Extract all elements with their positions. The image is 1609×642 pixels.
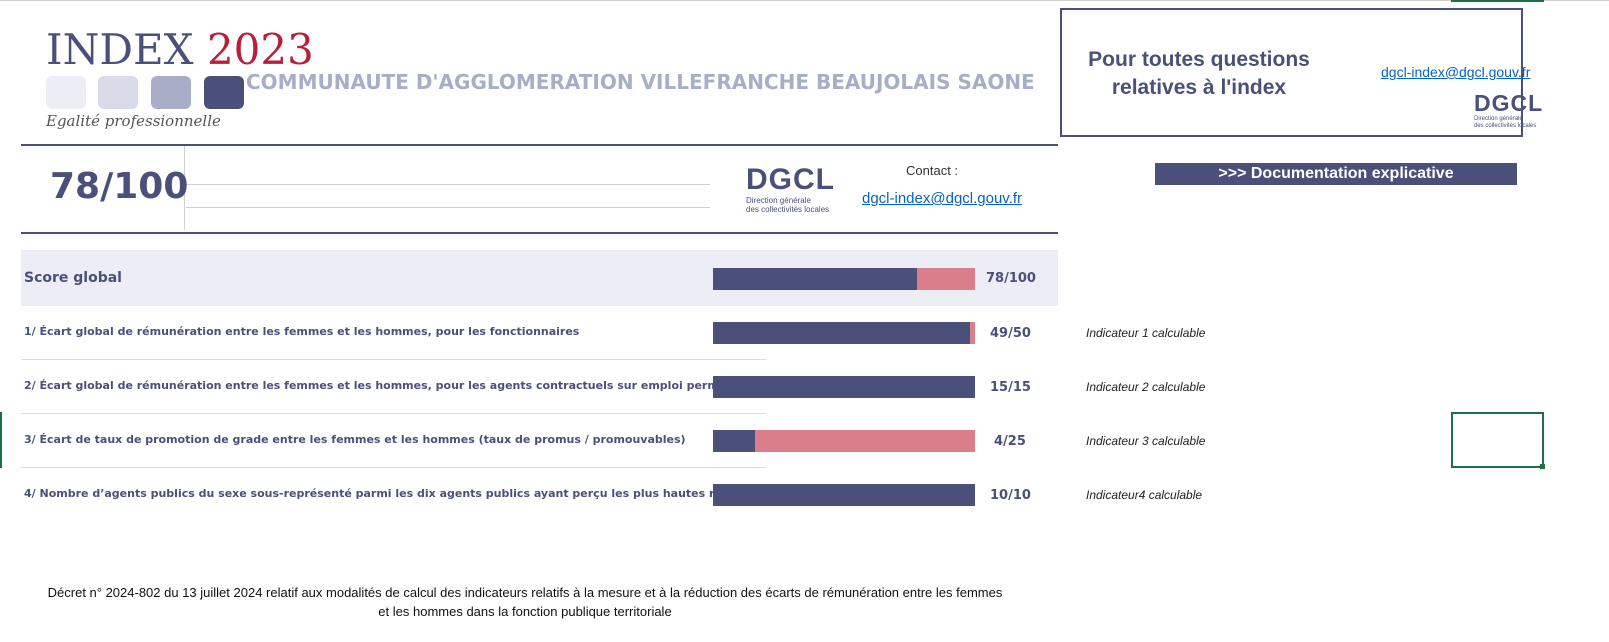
selected-cell[interactable] bbox=[1451, 412, 1545, 469]
indicator-2-label: 2/ Écart global de rémunération entre le… bbox=[24, 379, 755, 392]
score-global-bar bbox=[713, 268, 975, 290]
indicator-2-bar bbox=[713, 376, 975, 398]
info-dgcl-logo: DGCL Direction générale des collectivité… bbox=[1474, 91, 1543, 130]
index-logo: INDEX 2023 bbox=[46, 22, 314, 78]
fill-handle[interactable] bbox=[1540, 464, 1545, 469]
indicator-3-bar-remainder bbox=[754, 430, 975, 452]
info-dgcl-sub-2: des collectivités locales bbox=[1474, 123, 1537, 129]
sheet-edge-mark-left bbox=[0, 412, 2, 468]
dgcl-logo-sub-2: des collectivités locales bbox=[746, 205, 830, 214]
indicator-1-bar bbox=[713, 322, 975, 344]
header-divider bbox=[184, 146, 185, 230]
info-email-link[interactable]: dgcl-index@dgcl.gouv.fr bbox=[1381, 64, 1531, 80]
logo-subtitle: Egalité professionnelle bbox=[46, 112, 221, 130]
indicator-3-bar bbox=[713, 430, 975, 452]
header-rule-2 bbox=[186, 207, 710, 208]
decret-line-2: et les hommes dans la fonction publique … bbox=[378, 604, 672, 619]
header-rule-1 bbox=[186, 184, 710, 185]
info-dgcl-mark: DGCL bbox=[1474, 90, 1544, 116]
sheet-top-border bbox=[0, 0, 1609, 1]
indicator-4-note: Indicateur4 calculable bbox=[1086, 488, 1203, 502]
dgcl-logo-sub-1: Direction générale bbox=[746, 196, 811, 205]
contact-label: Contact : bbox=[906, 163, 959, 178]
indicator-4-score: 10/10 bbox=[990, 488, 1031, 503]
row-separator-3 bbox=[21, 467, 766, 468]
indicator-4-label: 4/ Nombre d’agents publics du sexe sous-… bbox=[24, 487, 801, 500]
header-score: 78/100 bbox=[50, 166, 189, 207]
logo-word: INDEX bbox=[46, 25, 194, 74]
logo-square-2 bbox=[98, 76, 138, 109]
info-box bbox=[1060, 8, 1523, 137]
score-global-label: Score global bbox=[24, 270, 122, 286]
info-question: Pour toutes questions relatives à l'inde… bbox=[1088, 48, 1310, 99]
row-separator-2 bbox=[21, 413, 766, 414]
info-dgcl-sub-1: Direction générale bbox=[1474, 116, 1523, 122]
indicator-1-note: Indicateur 1 calculable bbox=[1086, 326, 1206, 340]
contact-email-link[interactable]: dgcl-index@dgcl.gouv.fr bbox=[862, 190, 1023, 207]
indicator-2-score: 15/15 bbox=[990, 380, 1031, 395]
sheet-edge-mark-top bbox=[1451, 0, 1544, 2]
indicator-1-score: 49/50 bbox=[990, 326, 1031, 341]
header-line-bottom bbox=[21, 232, 1058, 234]
indicator-1-bar-fill bbox=[713, 322, 970, 344]
score-global-bar-fill bbox=[713, 268, 918, 290]
decret-line-1: Décret n° 2024-802 du 13 juillet 2024 re… bbox=[47, 585, 1003, 600]
logo-year: 2023 bbox=[206, 25, 314, 74]
logo-square-1 bbox=[46, 76, 86, 109]
indicator-3-note: Indicateur 3 calculable bbox=[1086, 434, 1206, 448]
indicator-4-bar-fill bbox=[713, 484, 975, 506]
documentation-button[interactable]: >>> Documentation explicative bbox=[1155, 163, 1517, 185]
indicator-3-bar-fill bbox=[713, 430, 755, 452]
indicator-4-bar bbox=[713, 484, 975, 506]
dgcl-logo-mark: DGCL bbox=[746, 163, 835, 196]
header-line-top bbox=[21, 144, 1058, 146]
organization-name: COMMUNAUTE D'AGGLOMERATION VILLEFRANCHE … bbox=[246, 70, 1035, 94]
logo-square-4 bbox=[204, 76, 244, 109]
indicator-1-bar-remainder bbox=[969, 322, 975, 344]
indicator-1-label: 1/ Écart global de rémunération entre le… bbox=[24, 325, 580, 338]
score-global-bar-remainder bbox=[917, 268, 975, 290]
indicator-3-label: 3/ Écart de taux de promotion de grade e… bbox=[24, 433, 686, 446]
indicator-3-score: 4/25 bbox=[994, 434, 1026, 449]
indicator-2-note: Indicateur 2 calculable bbox=[1086, 380, 1206, 394]
logo-square-3 bbox=[151, 76, 191, 109]
dgcl-logo: DGCL Direction générale des collectivité… bbox=[746, 163, 835, 215]
row-separator-1 bbox=[21, 359, 766, 360]
decret-text: Décret n° 2024-802 du 13 juillet 2024 re… bbox=[0, 583, 1050, 621]
score-global-value: 78/100 bbox=[986, 271, 1036, 286]
indicator-2-bar-fill bbox=[713, 376, 975, 398]
